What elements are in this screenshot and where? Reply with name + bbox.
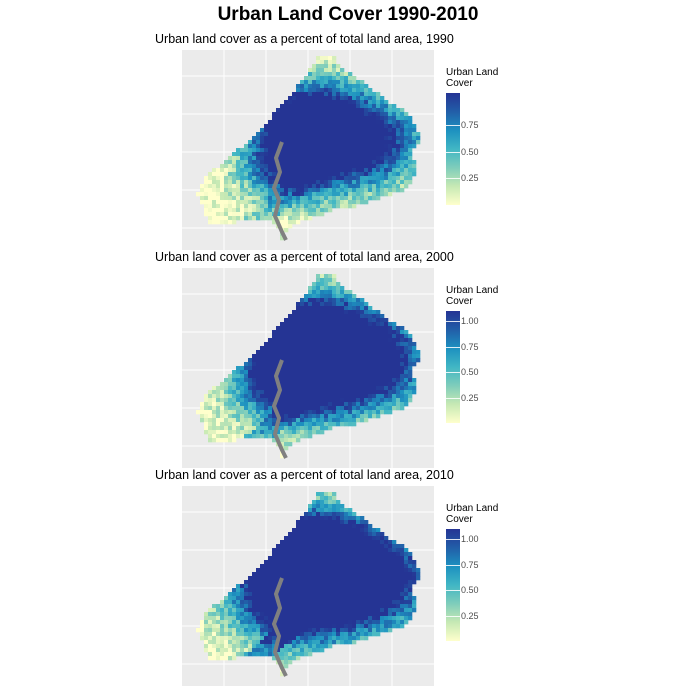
river-line [272,141,288,241]
legend-tick-label: 0.75 [461,120,479,130]
legend-tick-label: 0.75 [461,559,479,570]
legend-tick-mark [446,346,460,348]
legend-tick-mark [446,539,460,541]
river-line [272,577,288,677]
legend-tick-label: 0.50 [461,367,479,378]
map-panel-2010: Urban land cover as a percent of total l… [0,468,696,686]
legend-tick-mark [446,125,460,126]
legend-tick-label: 0.25 [461,610,479,621]
choropleth-map [182,268,434,468]
legend-tick-label: 1.00 [461,534,479,545]
legend-tick-mark [446,564,460,566]
legend-colorbar [446,529,460,641]
legend-tick-label: 1.00 [461,316,479,327]
panel-subtitle: Urban land cover as a percent of total l… [155,250,454,264]
map-panel-2000: Urban land cover as a percent of total l… [0,250,696,468]
legend-tick-label: 0.25 [461,173,479,184]
legend-tick-mark [446,615,460,617]
legend-colorbar [446,93,460,205]
legend-tick-mark [446,372,460,374]
river-line [272,359,288,459]
panel-subtitle: Urban land cover as a percent of total l… [155,468,454,482]
legend-tick-label: 0.25 [461,392,479,403]
legend-tick-mark [446,178,460,180]
legend-title: Urban Land Cover [446,503,499,525]
map-panel-1990: Urban land cover as a percent of total l… [0,32,696,250]
legend-tick-mark [446,590,460,592]
legend-tick-label: 0.75 [461,341,479,352]
map-cells [196,274,421,459]
legend-tick-label: 0.50 [461,585,479,596]
legend-title: Urban Land Cover [446,67,499,89]
map-cells [196,492,421,677]
main-title: Urban Land Cover 1990-2010 [217,4,479,25]
choropleth-map [182,486,434,686]
map-cells [196,56,421,241]
legend-title: Urban Land Cover [446,285,499,307]
choropleth-map [182,50,434,250]
legend-tick-mark [446,397,460,399]
legend-tick-mark [446,151,460,153]
panel-subtitle: Urban land cover as a percent of total l… [155,32,454,46]
legend-colorbar [446,311,460,423]
legend-tick-mark [446,321,460,323]
legend-tick-label: 0.50 [461,146,479,157]
